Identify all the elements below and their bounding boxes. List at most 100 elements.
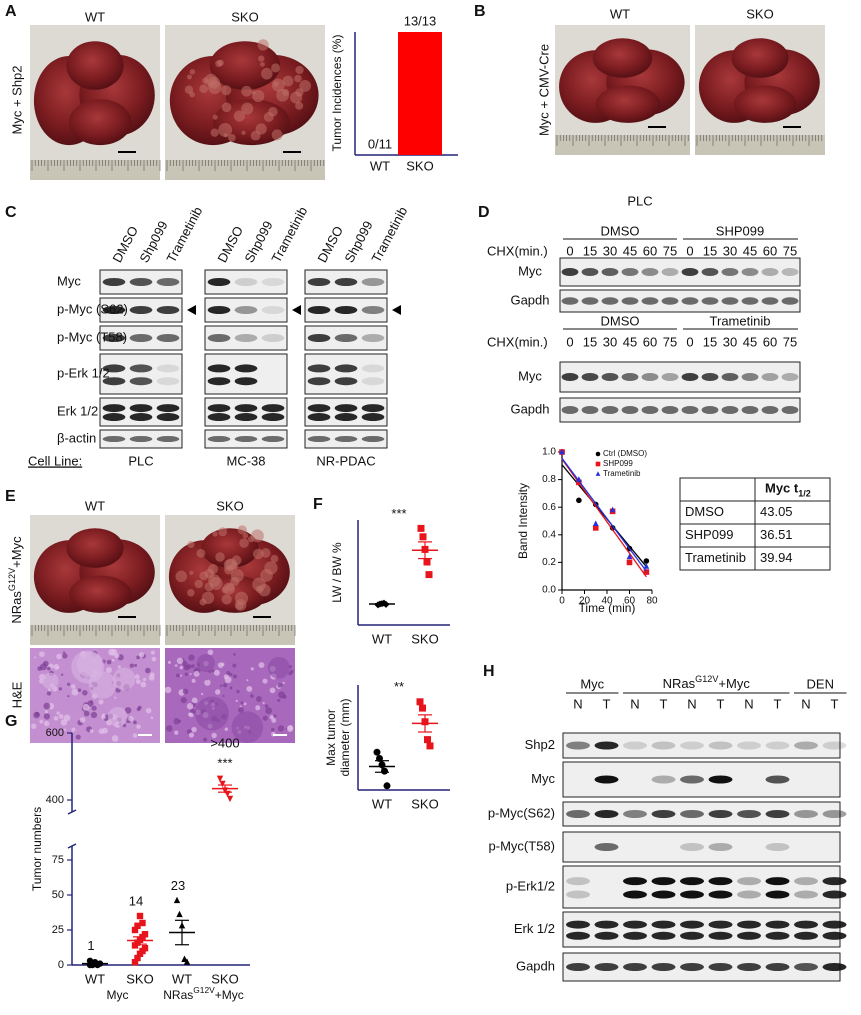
y-tick-label: 75	[52, 854, 64, 866]
cell-line: PLC	[128, 453, 153, 468]
he-cell	[106, 659, 112, 665]
he-cell	[67, 695, 70, 698]
fit-line	[561, 458, 647, 578]
he-nodule	[112, 667, 136, 691]
y-tick-label: 0	[58, 959, 64, 971]
blot-band	[601, 297, 619, 305]
blot-band	[566, 931, 590, 940]
point	[381, 767, 388, 775]
time-label: 15	[703, 243, 717, 258]
blot-band	[601, 373, 619, 381]
chx-label: CHX(min.)	[487, 334, 548, 349]
blot-band	[234, 364, 258, 373]
point	[134, 954, 141, 962]
blot-band	[129, 413, 153, 422]
he-cell	[184, 672, 189, 677]
he-cell	[43, 702, 51, 710]
blot-band	[207, 404, 231, 413]
time-label: 75	[663, 243, 677, 258]
tumor-nodule	[282, 75, 294, 87]
blot-band	[737, 877, 761, 886]
table-header: Myc t1/2	[765, 481, 811, 499]
he-cell	[200, 692, 204, 696]
tumor-nodule	[234, 599, 247, 611]
panel-label: C	[5, 204, 17, 221]
point	[419, 533, 427, 541]
text-part: NRas	[663, 676, 696, 691]
he-cell	[174, 664, 178, 667]
blot-band	[156, 413, 180, 422]
he-cell	[191, 726, 197, 733]
blot-band	[741, 268, 759, 276]
he-cell	[77, 688, 82, 693]
tumor-nodule	[199, 598, 207, 606]
blot-band	[561, 268, 579, 276]
point	[559, 448, 565, 455]
ruler	[30, 160, 160, 180]
blot-band	[307, 377, 331, 386]
he-nodule	[196, 653, 215, 673]
tumor-nodule	[212, 114, 218, 120]
blot-band	[765, 877, 790, 886]
he-cell	[203, 737, 208, 742]
significance: ***	[391, 506, 406, 521]
point	[643, 569, 650, 575]
he-cell	[35, 712, 40, 717]
he-cell	[211, 669, 215, 673]
blot-band	[581, 297, 599, 305]
blot-band	[651, 920, 676, 929]
y-tick-label: 50	[52, 889, 64, 901]
value-label: 13/13	[404, 13, 437, 28]
y-axis-label: Max tumor	[324, 709, 338, 766]
blot-band	[765, 890, 790, 899]
he-cell	[186, 702, 194, 710]
x-tick-label: WT	[370, 158, 390, 173]
tumor-nodule	[258, 583, 271, 597]
blot-band	[680, 890, 704, 899]
blot-band	[708, 775, 733, 784]
legend-label: SHP099	[603, 459, 633, 468]
legend-label: Ctrl (DMSO)	[603, 449, 647, 458]
he-cell	[214, 689, 221, 695]
he-cell	[87, 700, 94, 707]
blot-band	[651, 890, 676, 899]
tumor-nodule	[268, 106, 278, 117]
point	[609, 525, 616, 531]
point	[592, 520, 599, 526]
cell-line: NR-PDAC	[316, 453, 375, 468]
he-cell	[34, 656, 37, 659]
he-cell	[255, 705, 261, 711]
blot-band	[207, 334, 231, 342]
table-cell-text: 43.05	[760, 504, 793, 519]
tumor-nodule	[204, 568, 215, 579]
blot-band	[334, 334, 358, 342]
blot-band	[765, 775, 790, 784]
point	[426, 742, 434, 750]
point	[131, 959, 139, 966]
he-cell	[176, 657, 184, 665]
blot-band	[566, 810, 590, 818]
he-cell	[232, 674, 238, 679]
blot-band	[156, 334, 180, 342]
blot-band	[334, 306, 358, 314]
he-cell	[63, 728, 67, 732]
blot-band	[129, 435, 153, 443]
time-label: 45	[623, 243, 637, 258]
label: WT	[610, 6, 630, 21]
tumor-nodule	[189, 570, 194, 575]
liver-lobe	[66, 528, 124, 568]
he-cell	[237, 706, 244, 713]
time-label: 0	[566, 243, 573, 258]
blot-band	[594, 931, 619, 940]
point	[383, 782, 391, 790]
point	[576, 497, 582, 504]
point	[131, 926, 139, 934]
he-cell	[273, 714, 277, 718]
blot-band	[334, 364, 358, 373]
he-cell	[142, 677, 147, 682]
he-cell	[79, 717, 86, 723]
tumor-nodule	[189, 69, 196, 75]
point	[423, 558, 431, 566]
he-cell	[189, 672, 192, 676]
tumor-nodule	[187, 541, 195, 549]
